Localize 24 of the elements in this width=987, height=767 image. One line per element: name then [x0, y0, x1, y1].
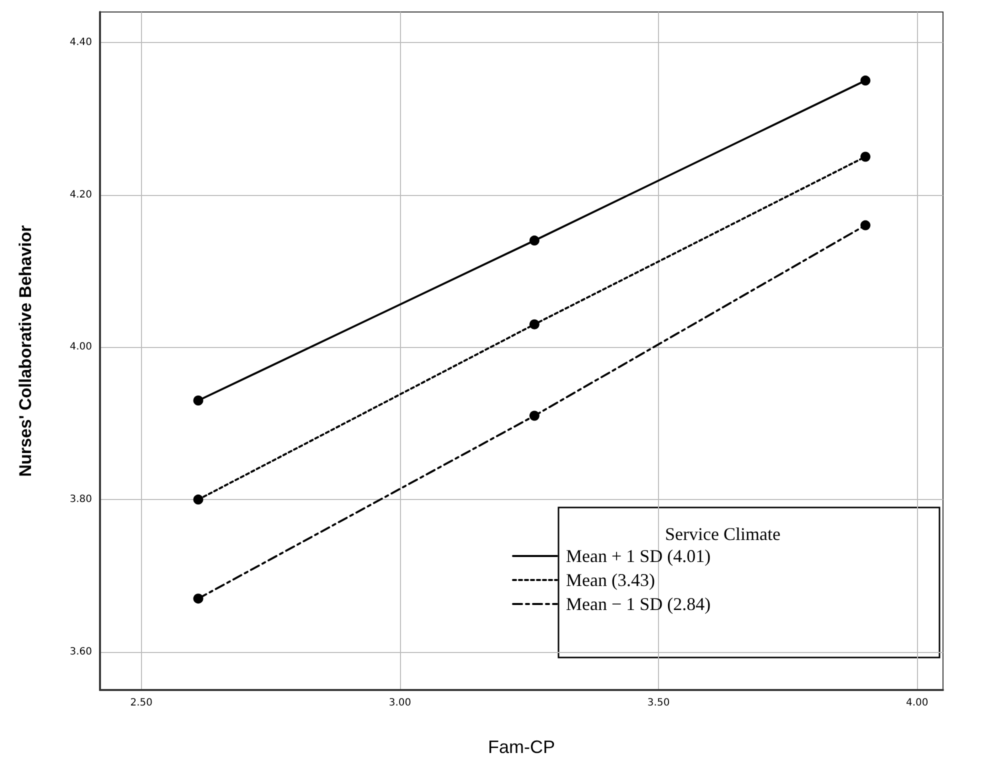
- legend-label: Mean + 1 SD (4.01): [566, 546, 711, 566]
- x-axis-title: Fam-CP: [488, 737, 555, 757]
- x-tick-label: 4.00: [906, 698, 928, 708]
- x-tick-label: 3.00: [388, 698, 412, 708]
- y-tick-label: 4.40: [70, 36, 92, 48]
- point: [529, 319, 540, 330]
- x-tick-label: 2.50: [130, 698, 153, 708]
- y-tick-label: 4.20: [70, 189, 92, 200]
- x-tick-label: 3.50: [647, 698, 670, 708]
- point: [193, 594, 204, 604]
- y-axis-title: Nurses' Collaborative Behavior: [16, 224, 35, 477]
- point: [193, 396, 204, 406]
- legend-label: Mean (3.43): [566, 570, 655, 590]
- point: [529, 236, 540, 246]
- legend-title: Service Climate: [665, 524, 780, 544]
- y-tick-label: 4.00: [70, 342, 92, 353]
- point: [529, 410, 540, 421]
- point: [860, 220, 870, 230]
- y-tick-label: 3.60: [70, 646, 92, 658]
- point: [860, 152, 870, 162]
- point: [193, 494, 204, 505]
- y-tick-label: 3.80: [70, 494, 92, 506]
- point: [860, 76, 870, 86]
- legend-label: Mean − 1 SD (2.84): [566, 594, 711, 614]
